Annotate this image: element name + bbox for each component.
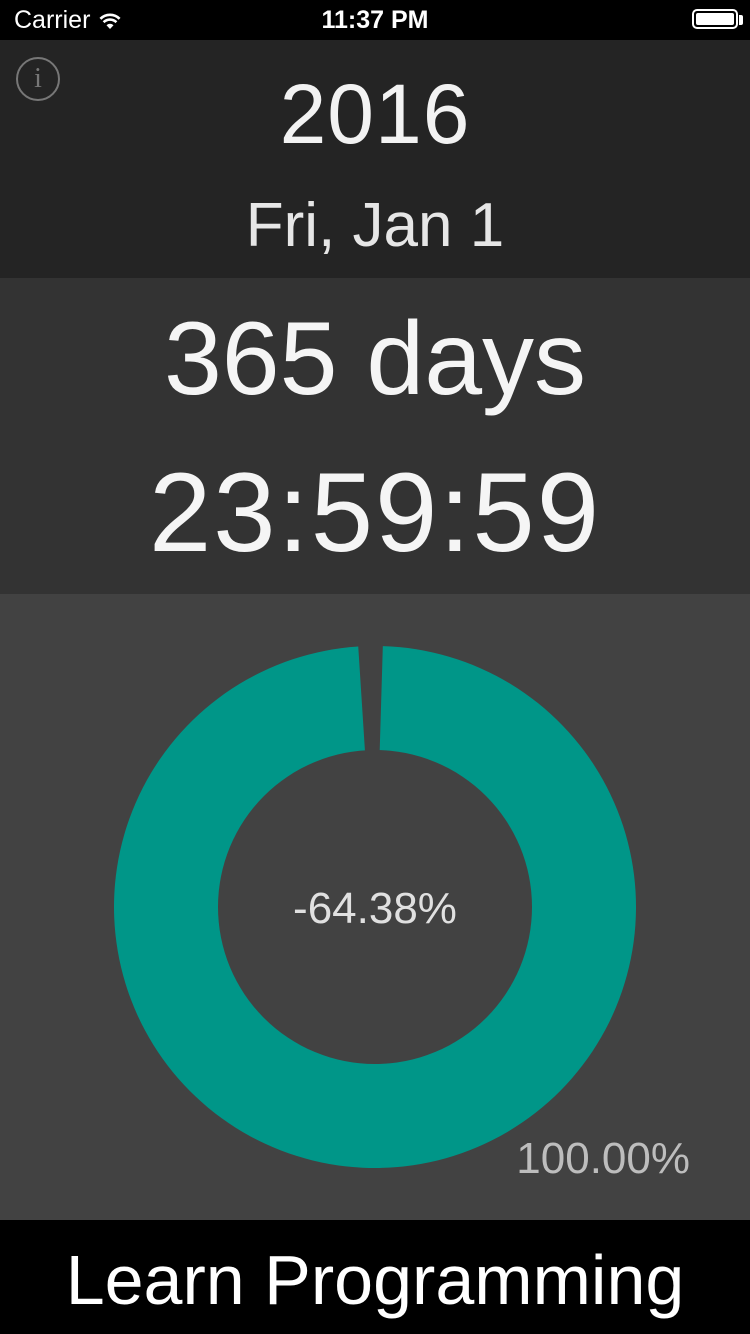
wifi-icon: [99, 13, 121, 29]
battery-icon: [692, 9, 738, 29]
info-icon[interactable]: i: [16, 57, 60, 101]
footer: Learn Programming: [0, 1220, 750, 1334]
progress-total-label: 100.00%: [516, 1134, 690, 1183]
carrier-label: Carrier: [14, 6, 91, 34]
progress-center-label: -64.38%: [293, 884, 457, 933]
time-remaining: 23:59:59: [149, 450, 601, 575]
status-time: 11:37 PM: [321, 6, 429, 34]
date-panel: i 2016 Fri, Jan 1: [0, 40, 750, 278]
carrier-indicator: Carrier: [14, 6, 122, 35]
countdown-panel: 365 days 23:59:59: [0, 278, 750, 594]
progress-panel: -64.38% 100.00%: [0, 594, 750, 1220]
battery-nub: [739, 15, 743, 25]
progress-donut: [113, 646, 636, 1168]
progress-ring-hole: [218, 750, 532, 1064]
days-remaining: 365 days: [163, 301, 587, 417]
status-bar: Carrier 11:37 PM: [0, 0, 750, 40]
date-label: Fri, Jan 1: [245, 191, 505, 260]
battery-level: [696, 13, 734, 25]
year-label: 2016: [279, 67, 471, 161]
goal-title[interactable]: Learn Programming: [65, 1241, 685, 1319]
